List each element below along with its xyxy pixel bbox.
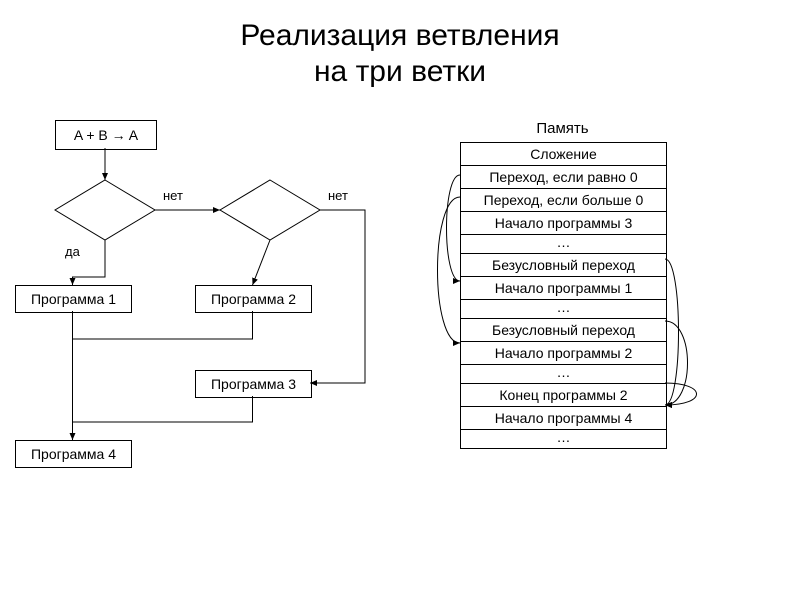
title-line-2: на три ветки xyxy=(314,55,486,88)
page-title: Реализация ветвления на три ветки xyxy=(0,0,800,90)
connector-overlay xyxy=(0,110,800,600)
title-line-1: Реализация ветвления xyxy=(240,19,559,52)
diagram-stage: A + B → A Программа 1 Программа 2 Програ… xyxy=(0,110,800,600)
